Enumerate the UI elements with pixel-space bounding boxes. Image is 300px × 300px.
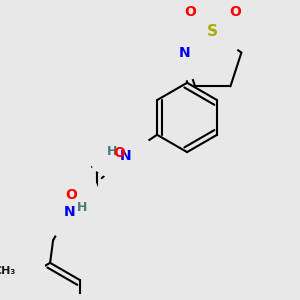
Circle shape: [183, 2, 243, 62]
Text: O: O: [65, 188, 77, 202]
Circle shape: [98, 129, 153, 183]
Text: CH₃: CH₃: [0, 266, 16, 276]
Circle shape: [0, 247, 17, 296]
Text: H: H: [76, 201, 87, 214]
Circle shape: [208, 0, 262, 39]
Text: N: N: [64, 205, 76, 219]
Circle shape: [157, 26, 211, 80]
Circle shape: [57, 183, 106, 232]
Circle shape: [163, 0, 217, 39]
Text: N: N: [178, 46, 190, 60]
Circle shape: [43, 184, 97, 239]
Text: O: O: [184, 5, 196, 19]
Circle shape: [44, 168, 98, 222]
Text: S: S: [207, 24, 218, 39]
Text: N: N: [120, 149, 131, 163]
Text: O: O: [230, 5, 241, 19]
Text: H: H: [107, 145, 117, 158]
Circle shape: [88, 127, 136, 176]
Text: O: O: [113, 146, 125, 160]
Circle shape: [92, 126, 146, 180]
